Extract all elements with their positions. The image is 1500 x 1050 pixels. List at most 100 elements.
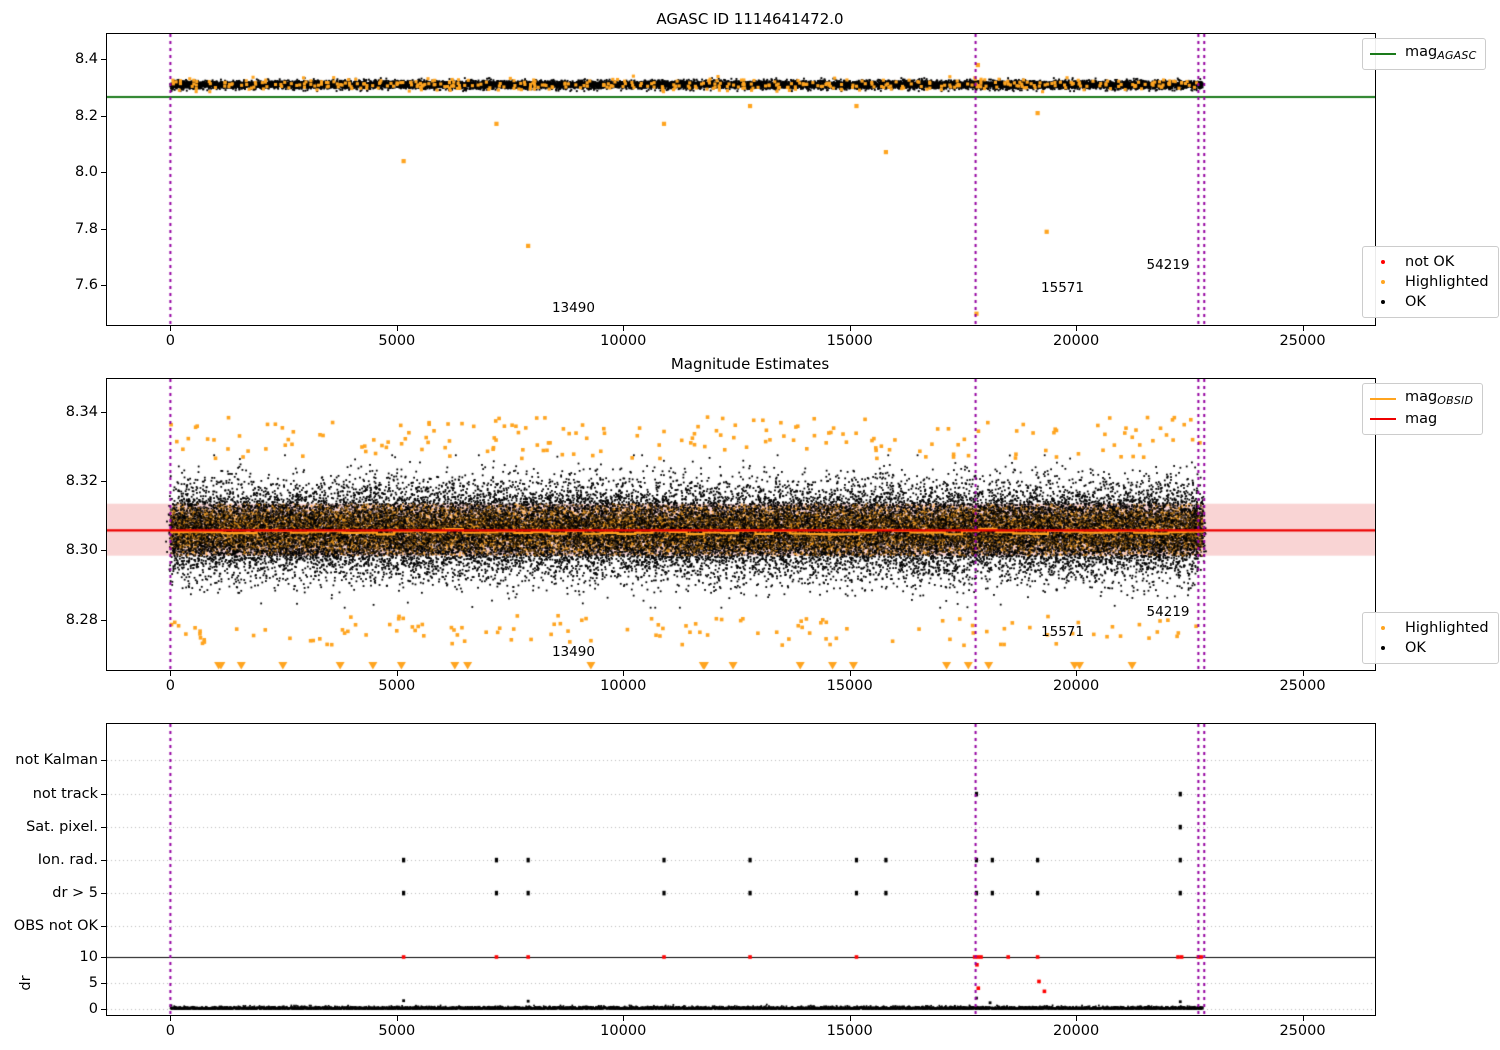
- y-tick-label: 8.2: [74, 107, 98, 124]
- y-tick-mark: [101, 827, 106, 828]
- obsid-annotation: 54219: [1146, 257, 1190, 273]
- x-tick-label: 25000: [1279, 678, 1326, 694]
- flags-and-dr-panel: [106, 723, 1376, 1016]
- legend-status-top: not OK Highlighted OK: [1362, 246, 1499, 318]
- y-tick-label: 8.34: [65, 403, 98, 420]
- legend-item-not-ok: not OK: [1370, 252, 1489, 272]
- y-tick-mark: [101, 860, 106, 861]
- legend-dot-not-ok: [1381, 260, 1385, 264]
- legend-item-highlighted: Highlighted: [1370, 272, 1489, 292]
- x-tick-mark: [1076, 671, 1078, 676]
- x-tick-mark: [623, 326, 625, 331]
- x-tick-mark: [1076, 1016, 1078, 1021]
- y-tick-label: 8.28: [65, 611, 98, 628]
- x-tick-label: 20000: [1053, 678, 1100, 694]
- legend-line-swatch-obsid: [1370, 398, 1396, 400]
- legend-label-ok: OK: [1405, 294, 1426, 310]
- y-tick-label: 8.32: [65, 473, 98, 490]
- x-tick-mark: [170, 1016, 172, 1021]
- y-tick-mark: [101, 893, 106, 894]
- x-tick-label: 25000: [1279, 1023, 1326, 1039]
- legend-label-mag: mag: [1405, 411, 1438, 427]
- x-tick-label: 15000: [826, 678, 873, 694]
- flag-row-label: not track: [32, 786, 98, 802]
- legend-status-mid: Highlighted OK: [1362, 612, 1499, 664]
- x-tick-mark: [849, 1016, 851, 1021]
- x-tick-label: 5000: [378, 333, 416, 349]
- flag-row-label: dr > 5: [52, 885, 98, 901]
- legend-label-mag-obsid: magOBSID: [1405, 389, 1474, 407]
- x-tick-label: 0: [165, 1023, 176, 1039]
- legend-line-swatch: [1370, 53, 1396, 55]
- obsid-annotation: 15571: [1041, 280, 1084, 296]
- legend-line-swatch-mag: [1370, 418, 1396, 420]
- legend-item-mag-obsid: magOBSID: [1370, 389, 1473, 409]
- legend-mag-agasc: magAGASC: [1362, 38, 1487, 70]
- y-tick-mark: [101, 926, 106, 927]
- x-tick-mark: [396, 326, 398, 331]
- x-tick-mark: [849, 326, 851, 331]
- legend-item-ok: OK: [1370, 292, 1489, 312]
- x-tick-label: 10000: [600, 1023, 647, 1039]
- x-tick-label: 15000: [826, 333, 873, 349]
- x-tick-label: 10000: [600, 333, 647, 349]
- legend-sublabel-agasc: AGASC: [1437, 49, 1477, 62]
- legend-item-mag-agasc: magAGASC: [1370, 44, 1476, 64]
- legend-label-not-ok: not OK: [1405, 254, 1455, 270]
- x-tick-mark: [170, 326, 172, 331]
- flag-row-label: Ion. rad.: [37, 852, 98, 868]
- x-tick-label: 20000: [1053, 333, 1100, 349]
- y-tick-mark: [101, 115, 106, 117]
- dr-tick-label: 10: [79, 949, 98, 965]
- legend-dot-ok: [1381, 300, 1385, 304]
- x-tick-mark: [170, 671, 172, 676]
- legend-label-ok-mid: OK: [1405, 640, 1426, 656]
- y-tick-mark: [101, 794, 106, 795]
- x-tick-label: 10000: [600, 678, 647, 694]
- x-tick-mark: [1302, 671, 1304, 676]
- figure-title: AGASC ID 1114641472.0: [656, 10, 844, 28]
- x-tick-label: 5000: [378, 678, 416, 694]
- x-tick-label: 5000: [378, 1023, 416, 1039]
- obsid-annotation: 54219: [1146, 604, 1190, 620]
- legend-dot-highlighted-mid: [1381, 626, 1385, 630]
- dr-tick-label: 5: [88, 975, 98, 991]
- y-tick-label: 7.8: [74, 220, 98, 237]
- legend-sublabel-obsid: OBSID: [1437, 394, 1474, 407]
- legend-item-highlighted-mid: Highlighted: [1370, 618, 1489, 638]
- y-tick-mark: [101, 619, 106, 621]
- y-tick-mark: [101, 411, 106, 413]
- x-tick-mark: [849, 671, 851, 676]
- y-tick-mark: [101, 983, 106, 984]
- y-tick-mark: [101, 1009, 106, 1010]
- dr-axis-label: dr: [18, 975, 34, 991]
- legend-mag-lines: magOBSID mag: [1362, 383, 1484, 435]
- x-tick-mark: [396, 1016, 398, 1021]
- x-tick-label: 0: [165, 333, 176, 349]
- magnitude-estimates-panel: [106, 378, 1376, 671]
- y-tick-mark: [101, 760, 106, 761]
- legend-dot-highlighted: [1381, 280, 1385, 284]
- y-tick-label: 8.4: [74, 51, 98, 68]
- y-tick-mark: [101, 481, 106, 483]
- y-tick-mark: [101, 957, 106, 958]
- x-tick-label: 15000: [826, 1023, 873, 1039]
- y-tick-mark: [101, 228, 106, 230]
- obsid-annotation: 13490: [551, 644, 595, 660]
- y-tick-mark: [101, 172, 106, 174]
- x-tick-label: 20000: [1053, 1023, 1100, 1039]
- flag-row-label: Sat. pixel.: [26, 819, 98, 835]
- legend-dot-ok-mid: [1381, 646, 1385, 650]
- flag-row-label: OBS not OK: [13, 918, 98, 934]
- y-tick-label: 8.30: [65, 542, 98, 559]
- y-tick-mark: [101, 59, 106, 61]
- x-tick-mark: [1302, 326, 1304, 331]
- legend-label-mag-agasc: magAGASC: [1405, 44, 1477, 62]
- x-tick-mark: [623, 1016, 625, 1021]
- obsid-annotation: 15571: [1041, 624, 1084, 640]
- dr-tick-label: 0: [88, 1001, 98, 1017]
- legend-label-highlighted: Highlighted: [1405, 274, 1489, 290]
- legend-item-ok-mid: OK: [1370, 638, 1489, 658]
- flag-row-label: not Kalman: [15, 752, 98, 768]
